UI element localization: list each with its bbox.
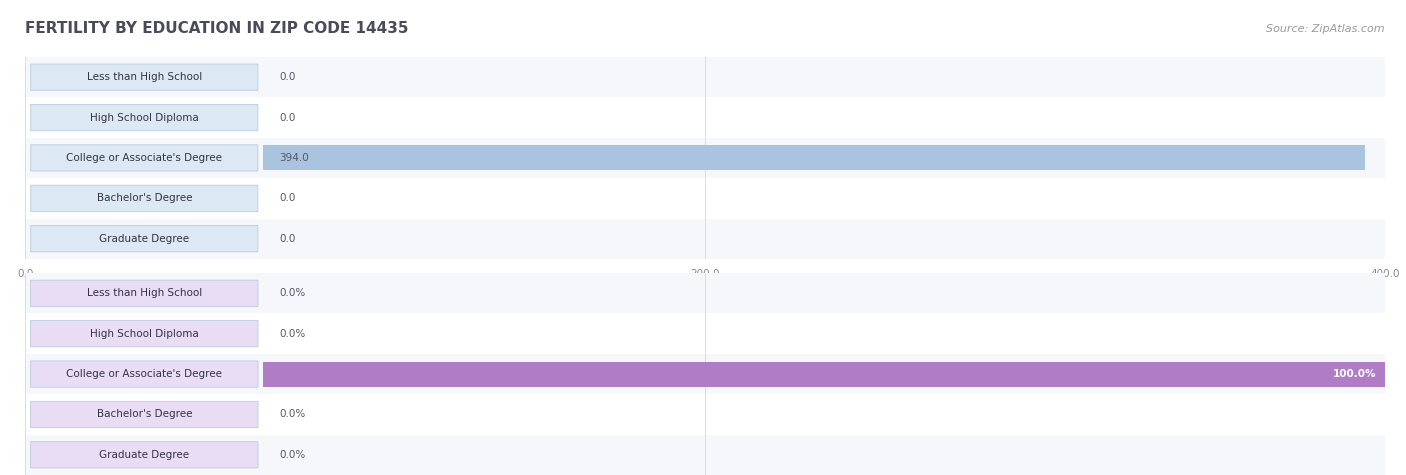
Bar <box>25 97 1385 138</box>
FancyBboxPatch shape <box>31 321 259 347</box>
Text: 0.0: 0.0 <box>280 113 295 123</box>
Bar <box>25 314 1385 354</box>
Bar <box>25 138 1385 178</box>
Text: 100.0%: 100.0% <box>1333 369 1376 379</box>
FancyBboxPatch shape <box>31 185 257 211</box>
Text: FERTILITY BY EDUCATION IN ZIP CODE 14435: FERTILITY BY EDUCATION IN ZIP CODE 14435 <box>25 21 409 36</box>
Text: High School Diploma: High School Diploma <box>90 329 198 339</box>
Bar <box>25 354 1385 394</box>
FancyBboxPatch shape <box>31 280 259 306</box>
Bar <box>25 218 1385 259</box>
Bar <box>263 145 1364 171</box>
Text: 0.0: 0.0 <box>280 193 295 203</box>
Text: 0.0%: 0.0% <box>280 329 305 339</box>
Text: Graduate Degree: Graduate Degree <box>100 450 190 460</box>
Bar <box>25 273 1385 314</box>
Bar <box>25 57 1385 97</box>
FancyBboxPatch shape <box>31 401 259 428</box>
Text: 394.0: 394.0 <box>280 153 309 163</box>
Text: 0.0: 0.0 <box>280 72 295 82</box>
Text: College or Associate's Degree: College or Associate's Degree <box>66 369 222 379</box>
Text: 0.0%: 0.0% <box>280 450 305 460</box>
Bar <box>263 361 1385 387</box>
Text: Source: ZipAtlas.com: Source: ZipAtlas.com <box>1267 23 1385 34</box>
FancyBboxPatch shape <box>31 226 257 252</box>
Text: Less than High School: Less than High School <box>87 288 202 298</box>
Text: 0.0%: 0.0% <box>280 409 305 419</box>
FancyBboxPatch shape <box>31 64 257 90</box>
Text: 0.0%: 0.0% <box>280 288 305 298</box>
Bar <box>25 178 1385 218</box>
Text: College or Associate's Degree: College or Associate's Degree <box>66 153 222 163</box>
Text: 0.0: 0.0 <box>280 234 295 244</box>
FancyBboxPatch shape <box>31 104 257 131</box>
Text: Bachelor's Degree: Bachelor's Degree <box>97 193 193 203</box>
Bar <box>25 435 1385 475</box>
Text: Bachelor's Degree: Bachelor's Degree <box>97 409 193 419</box>
Text: Graduate Degree: Graduate Degree <box>100 234 190 244</box>
Text: High School Diploma: High School Diploma <box>90 113 198 123</box>
Text: Less than High School: Less than High School <box>87 72 202 82</box>
FancyBboxPatch shape <box>31 145 257 171</box>
FancyBboxPatch shape <box>31 442 259 468</box>
FancyBboxPatch shape <box>31 361 259 387</box>
Bar <box>25 394 1385 435</box>
